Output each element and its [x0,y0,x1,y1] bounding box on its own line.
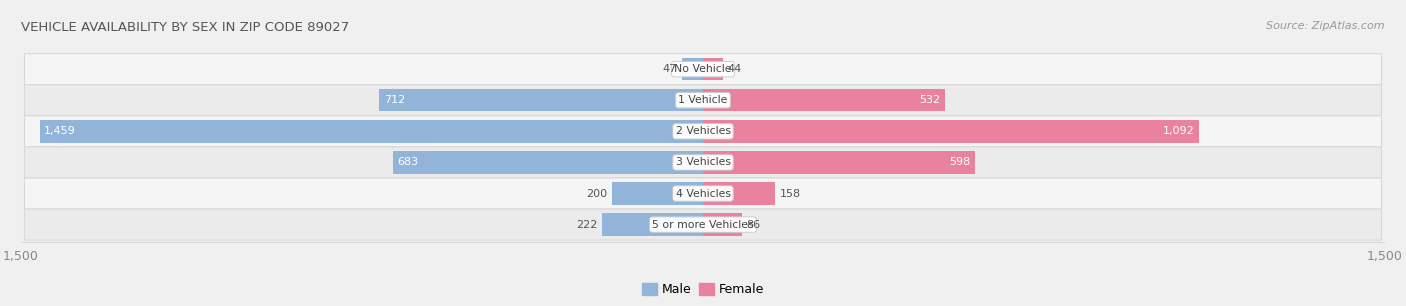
FancyBboxPatch shape [24,85,1382,116]
Text: VEHICLE AVAILABILITY BY SEX IN ZIP CODE 89027: VEHICLE AVAILABILITY BY SEX IN ZIP CODE … [21,21,349,34]
Bar [703,213,742,236]
Bar [703,151,974,174]
Text: Source: ZipAtlas.com: Source: ZipAtlas.com [1267,21,1385,32]
Text: 532: 532 [920,95,941,105]
Bar [703,89,945,111]
FancyBboxPatch shape [24,54,1382,85]
Bar [39,120,703,143]
Text: 1,092: 1,092 [1163,126,1195,136]
FancyBboxPatch shape [24,209,1382,240]
Text: 200: 200 [586,188,607,199]
Text: 222: 222 [576,220,598,230]
Bar [703,120,1199,143]
Text: 683: 683 [396,157,418,167]
Text: 4 Vehicles: 4 Vehicles [675,188,731,199]
Text: 1,459: 1,459 [44,126,76,136]
FancyBboxPatch shape [24,116,1382,147]
FancyBboxPatch shape [24,147,1382,178]
Bar [682,58,703,80]
Text: 5 or more Vehicles: 5 or more Vehicles [652,220,754,230]
Text: 598: 598 [949,157,970,167]
Legend: Male, Female: Male, Female [637,278,769,301]
Text: 47: 47 [662,64,678,74]
Bar [380,89,703,111]
Bar [392,151,703,174]
Text: 3 Vehicles: 3 Vehicles [675,157,731,167]
Text: 44: 44 [727,64,742,74]
Bar [602,213,703,236]
Bar [703,182,775,205]
Text: 712: 712 [384,95,405,105]
Text: 158: 158 [779,188,800,199]
Text: 2 Vehicles: 2 Vehicles [675,126,731,136]
FancyBboxPatch shape [24,178,1382,209]
Bar [703,58,723,80]
Text: 1 Vehicle: 1 Vehicle [678,95,728,105]
Text: No Vehicle: No Vehicle [675,64,731,74]
Bar [612,182,703,205]
Text: 86: 86 [747,220,761,230]
